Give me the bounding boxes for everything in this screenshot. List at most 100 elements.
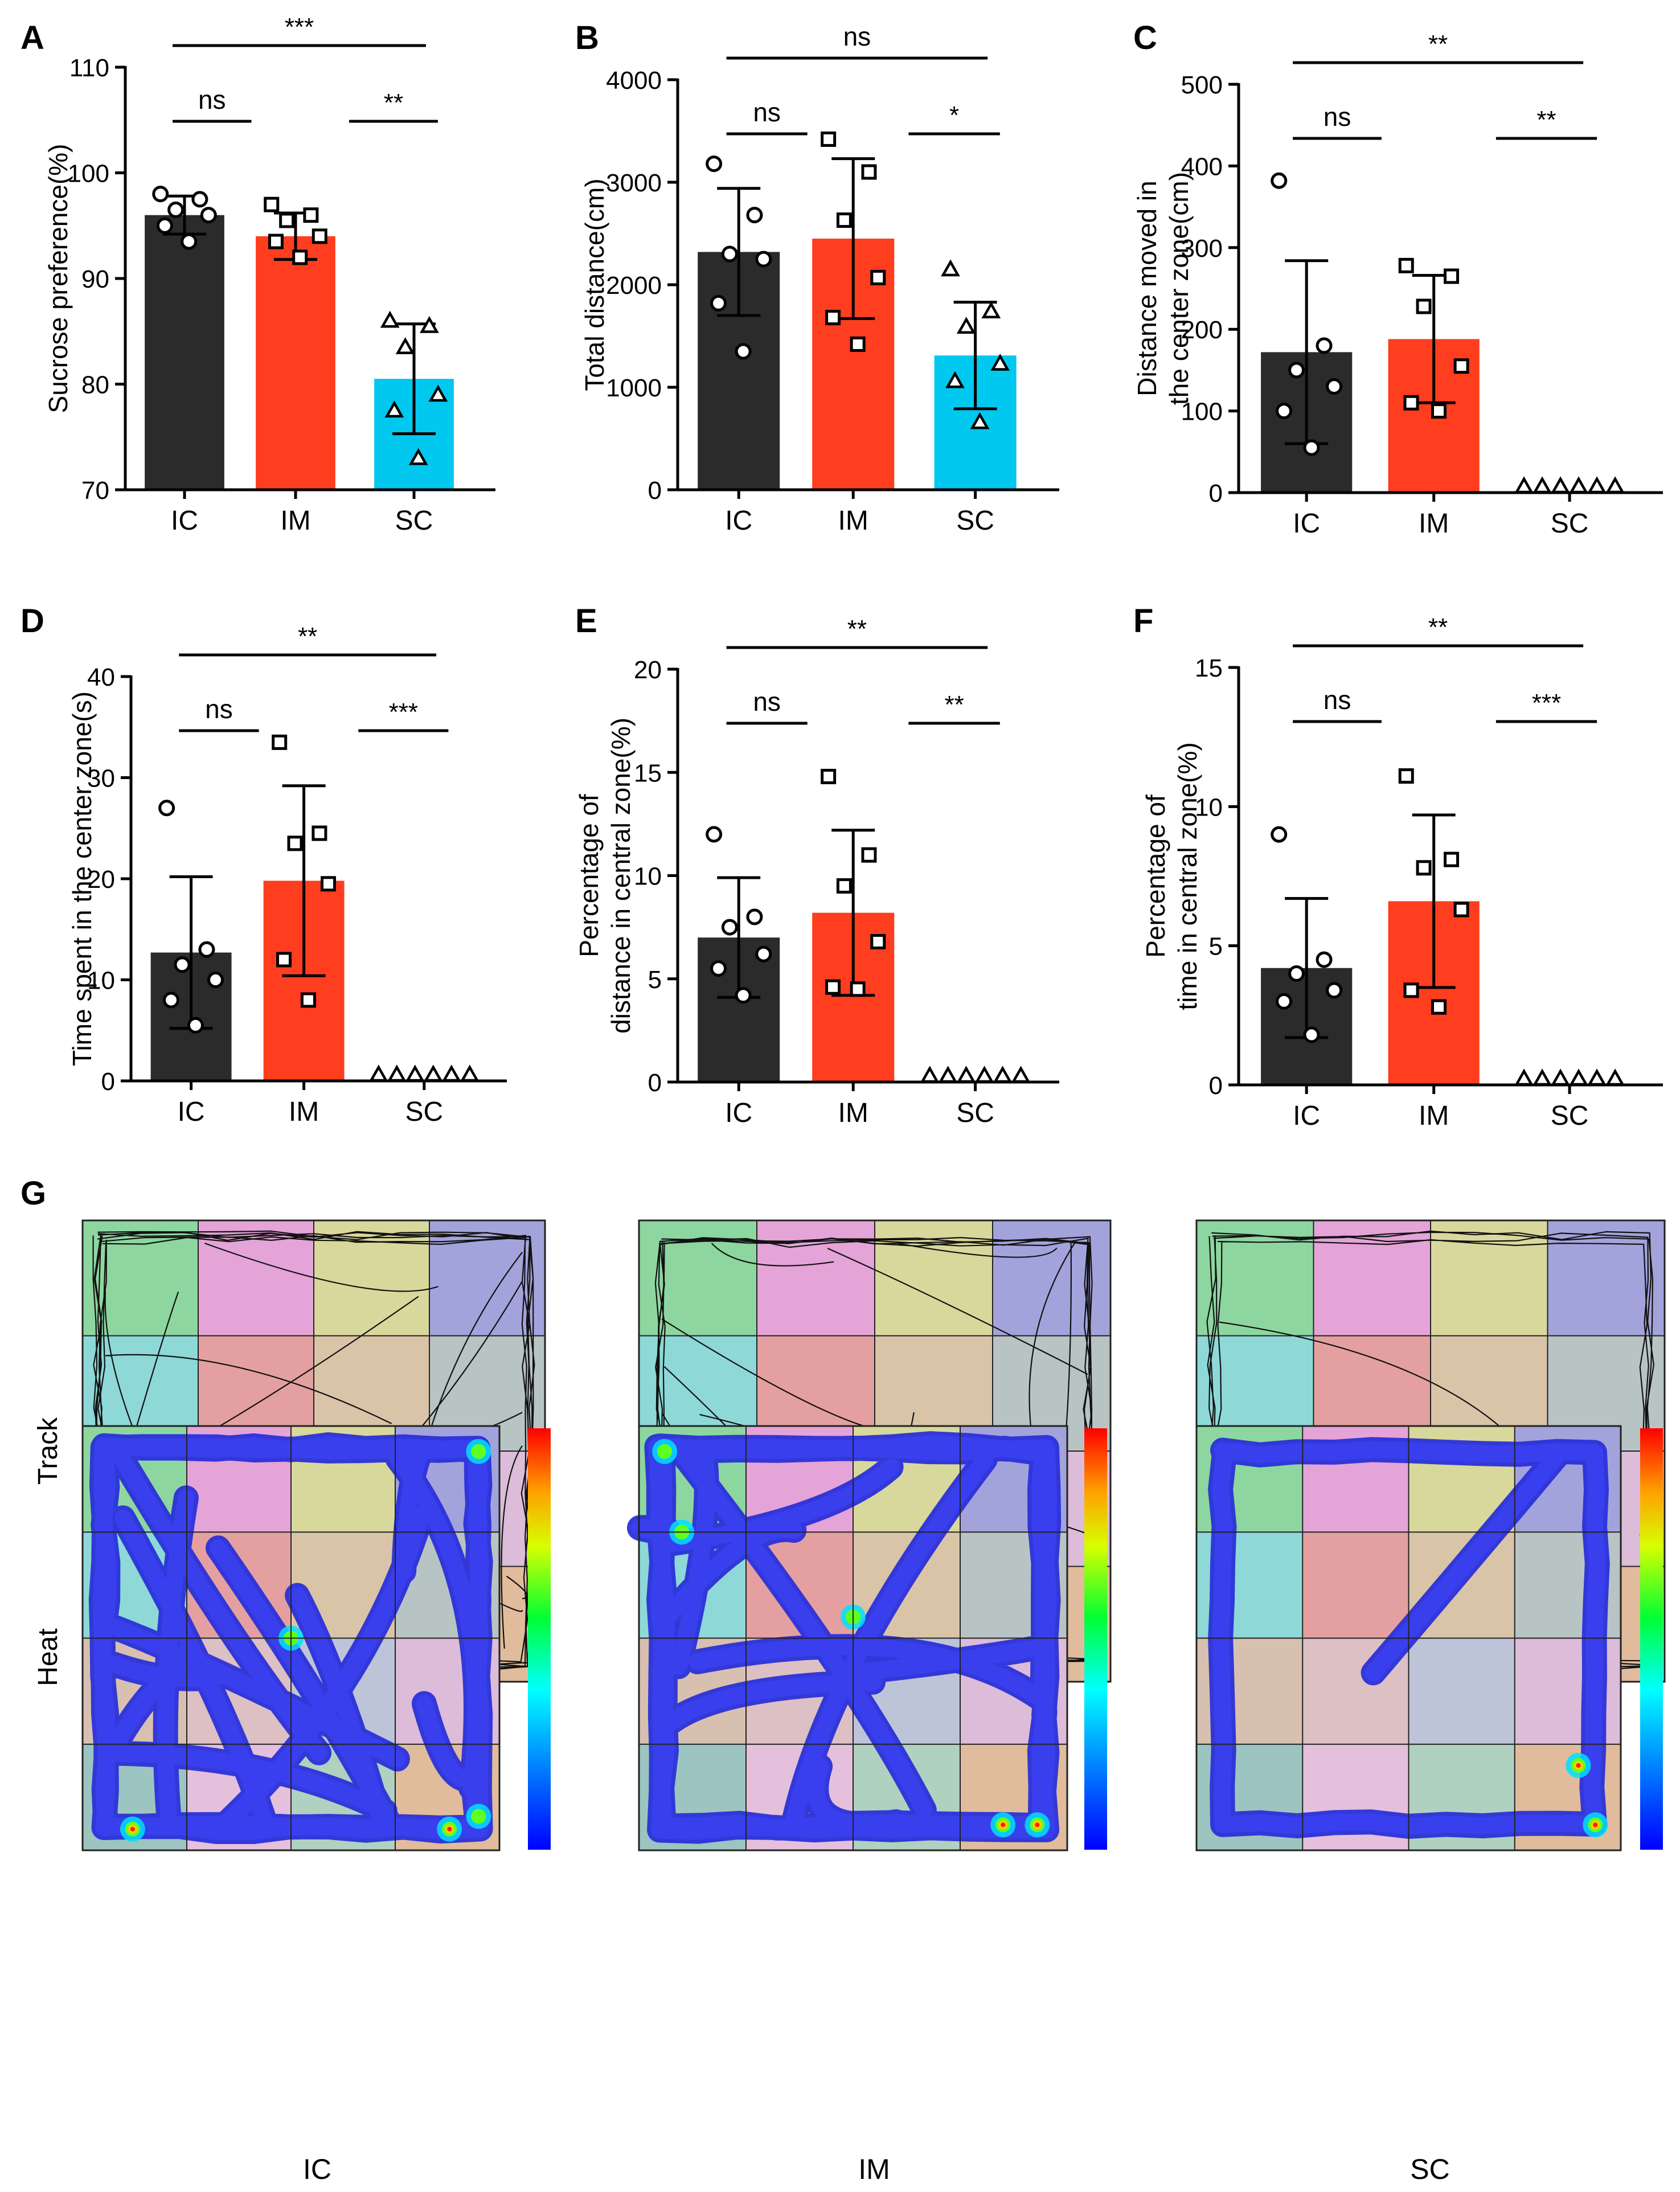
significance-label: ** <box>298 622 317 650</box>
data-point <box>460 1064 480 1082</box>
data-point <box>292 249 308 265</box>
data-point <box>207 972 224 988</box>
y-axis-label: distance in central zone(%) <box>606 718 636 1034</box>
y-tick-label: 2000 <box>606 272 662 300</box>
y-tick-label: 90 <box>81 265 109 293</box>
data-point <box>380 310 400 328</box>
data-point <box>1605 1068 1625 1086</box>
data-point <box>710 960 727 977</box>
heat-spot <box>471 1444 486 1459</box>
x-tick-label: IC <box>725 1098 752 1128</box>
data-point <box>920 1066 940 1083</box>
data-point <box>441 1064 461 1082</box>
data-point <box>1444 851 1460 867</box>
y-tick-label: 0 <box>1209 1072 1223 1100</box>
data-point <box>1416 298 1432 314</box>
data-point <box>1316 951 1333 968</box>
significance-label: ns <box>1323 685 1351 715</box>
data-point <box>956 317 976 334</box>
heat-spot <box>471 1809 486 1824</box>
y-tick-label: 5 <box>1209 933 1223 961</box>
data-point <box>990 354 1010 371</box>
data-point <box>287 835 303 851</box>
column-label: SC <box>1410 2153 1449 2185</box>
data-point <box>821 131 837 147</box>
data-point <box>1276 403 1293 420</box>
data-point <box>1514 1068 1534 1086</box>
y-tick-label: 200 <box>1181 316 1223 344</box>
data-point <box>368 1064 388 1082</box>
significance-label: ** <box>1536 106 1556 134</box>
data-point <box>384 400 404 418</box>
significance-label: *** <box>285 13 314 41</box>
heat-spot <box>1001 1822 1006 1828</box>
data-point <box>162 991 179 1009</box>
significance-label: ns <box>198 85 226 114</box>
y-tick-label: 5 <box>648 966 662 994</box>
data-point <box>1316 337 1333 354</box>
data-point <box>870 269 886 285</box>
data-point <box>272 734 288 750</box>
data-point <box>1587 476 1607 494</box>
data-point <box>167 201 185 218</box>
y-axis-label: Time spent in the center zone(s) <box>67 691 97 1066</box>
significance-label: ns <box>753 97 781 127</box>
panel-label: A <box>21 19 44 56</box>
zone-cell <box>1302 1532 1409 1638</box>
x-tick-label: IM <box>1419 1101 1449 1131</box>
significance-label: ns <box>843 22 871 51</box>
zone-cell <box>757 1220 875 1336</box>
data-point <box>938 1066 958 1083</box>
panel-e: E Percentage of distance in central zone(%… <box>574 603 1059 1128</box>
y-tick-label: 400 <box>1181 153 1223 181</box>
y-tick-label: 15 <box>1195 654 1223 682</box>
y-axis-label: time in central zone(%) <box>1173 742 1202 1010</box>
data-point <box>1326 378 1343 395</box>
panel-a: A Sucrose preference(%) 70 80 90 100 110 IC IM SC… <box>21 13 495 536</box>
data-point <box>395 337 415 354</box>
x-tick-label: IM <box>838 506 868 536</box>
significance-label: ns <box>753 687 781 716</box>
data-point <box>1551 476 1570 494</box>
panel-f: F Percentage of time in central zone(%) 0 5 1… <box>1133 603 1663 1131</box>
x-tick-label: SC <box>395 506 433 536</box>
data-point <box>945 371 965 388</box>
row-label: Track <box>33 1417 63 1485</box>
data-point <box>198 941 215 958</box>
x-tick-label: IM <box>289 1097 319 1127</box>
x-tick-label: SC <box>405 1097 443 1127</box>
data-point <box>312 825 327 841</box>
row-label: Heat <box>33 1628 63 1686</box>
bar-im <box>256 236 335 490</box>
data-point <box>1303 1026 1320 1043</box>
data-point <box>746 207 763 224</box>
data-point <box>710 294 727 312</box>
panel-d: D Time spent in the center zone(s)0 10 20 30… <box>21 603 507 1127</box>
data-point <box>312 228 327 244</box>
data-point <box>850 336 866 352</box>
panel-b: B Total distance(cm) 0 1000 2000 3000 4000 IC IM… <box>575 19 1059 536</box>
data-point <box>1514 476 1534 494</box>
y-axis-label: Sucrose preference(%) <box>43 144 73 413</box>
zone-cell <box>314 1220 429 1336</box>
significance-label: * <box>949 101 959 129</box>
panel-g: G IC IM SC Track Heat <box>21 1175 1666 2185</box>
data-point <box>721 245 738 263</box>
x-tick-label: SC <box>956 1098 994 1128</box>
data-point <box>706 826 723 843</box>
data-point <box>1276 993 1293 1010</box>
significance-label: ** <box>384 89 403 117</box>
x-tick-label: IC <box>1293 509 1320 539</box>
y-tick-label: 100 <box>1181 398 1223 426</box>
significance-label: ** <box>1428 613 1448 641</box>
significance-label: *** <box>389 698 418 726</box>
data-point <box>1587 1068 1607 1086</box>
data-point <box>158 800 175 817</box>
y-tick-label: 0 <box>648 477 662 505</box>
data-point <box>303 207 319 223</box>
data-point <box>1398 768 1414 784</box>
y-tick-label: 70 <box>81 477 109 505</box>
y-tick-label: 10 <box>1195 793 1223 821</box>
y-tick-label: 110 <box>69 54 109 82</box>
data-point <box>993 1066 1013 1083</box>
